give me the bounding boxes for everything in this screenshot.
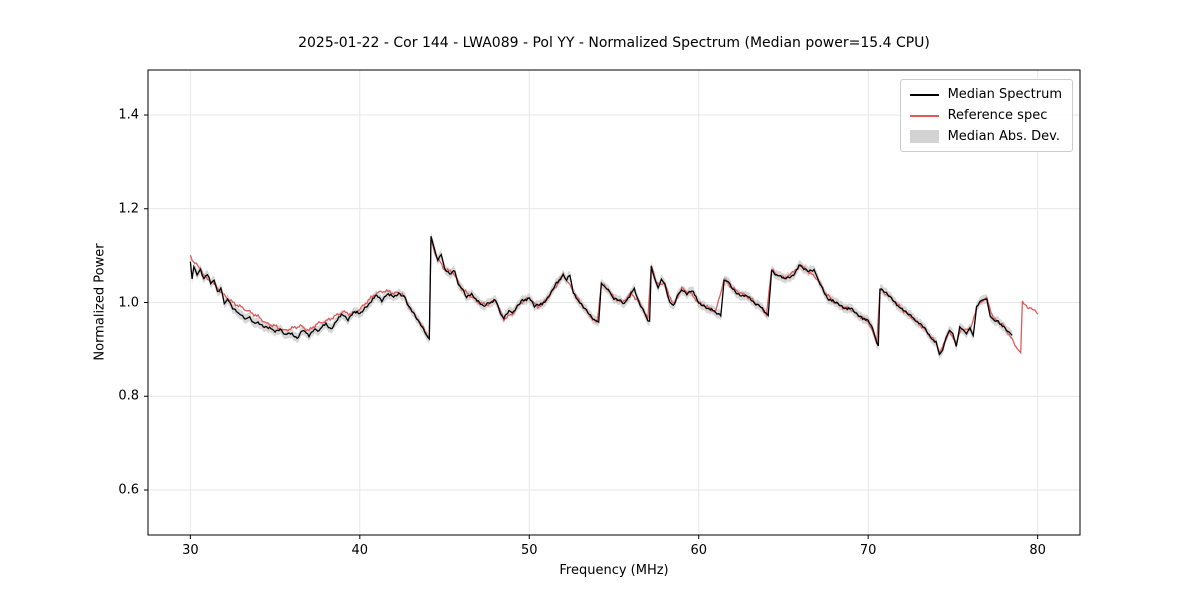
x-tick-label: 60 [690,543,707,558]
y-tick-label: 0.8 [118,388,139,404]
median-line-swatch [909,93,939,96]
tick-marks [144,114,1039,539]
y-tick-label: 1.4 [118,107,139,123]
x-tick-label: 80 [1029,543,1046,558]
legend-item-reference-spec: Reference spec [909,108,1062,123]
legend-label-median-abs-dev: Median Abs. Dev. [947,129,1061,144]
legend-item-median-spectrum: Median Spectrum [909,87,1062,102]
mad-patch-swatch [909,130,939,143]
x-tick-label: 70 [859,543,877,558]
grid-lines [148,70,1080,535]
median-line [189,236,1013,356]
reference-line [189,240,1039,355]
x-tick-label: 50 [520,543,538,558]
legend-item-median-abs-dev: Median Abs. Dev. [909,129,1062,144]
x-tick-label: 30 [182,543,199,558]
legend-label-median-spectrum: Median Spectrum [947,87,1062,102]
x-tick-label: 40 [351,543,369,558]
chart-title: 2025-01-22 - Cor 144 - LWA089 - Pol YY -… [298,35,930,51]
reference-line-swatch [909,114,939,117]
y-tick-label: 0.6 [118,482,139,498]
x-axis-label: Frequency (MHz) [559,563,669,578]
y-tick-label: 1.0 [118,295,139,310]
y-tick-label: 1.2 [118,201,139,217]
legend-label-reference-spec: Reference spec [947,108,1048,123]
legend: Median Spectrum Reference spec Median Ab… [899,79,1073,152]
